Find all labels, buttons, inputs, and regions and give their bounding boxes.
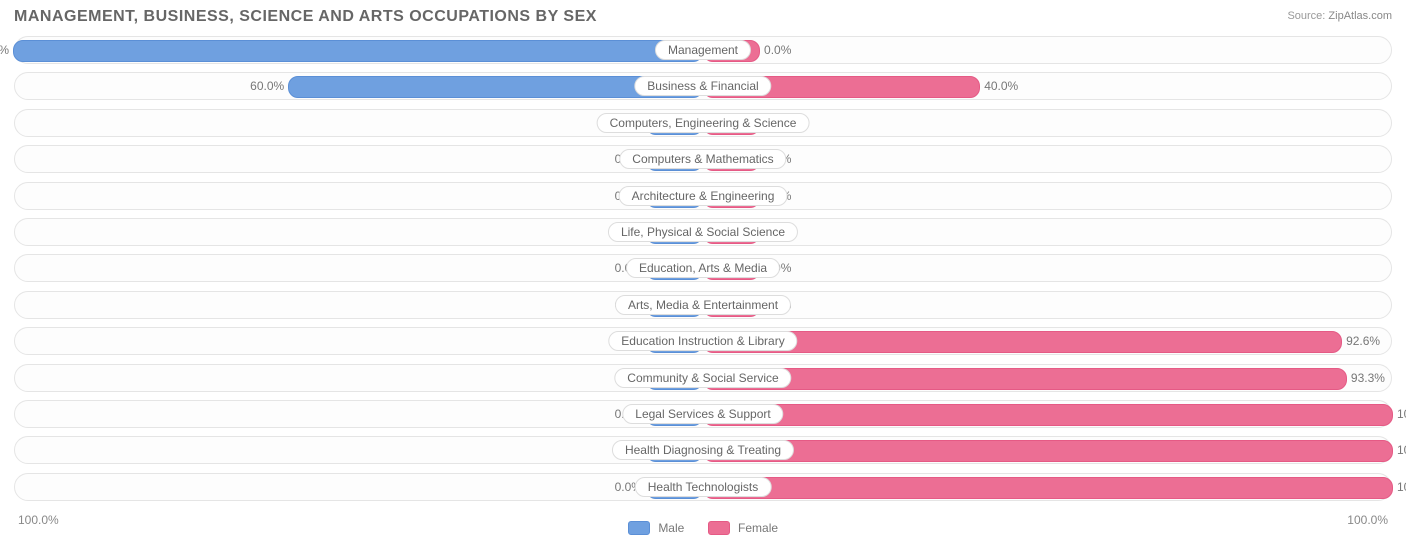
row-track: 0.0%0.0%Computers, Engineering & Science [14, 109, 1392, 137]
bar-female [703, 477, 1393, 499]
row-track: 0.0%0.0%Education, Arts & Media [14, 254, 1392, 282]
row-track: 6.7%93.3%Community & Social Service [14, 364, 1392, 392]
bar-male [13, 40, 703, 62]
row-track: 0.0%100.0%Health Technologists [14, 473, 1392, 501]
category-pill: Architecture & Engineering [619, 186, 788, 206]
row-track: 7.4%92.6%Education Instruction & Library [14, 327, 1392, 355]
value-label-female: 40.0% [978, 73, 1018, 101]
bar-female [703, 440, 1393, 462]
chart-title: MANAGEMENT, BUSINESS, SCIENCE AND ARTS O… [14, 8, 597, 26]
source-label: Source: [1287, 10, 1325, 22]
diverging-bar-chart: MANAGEMENT, BUSINESS, SCIENCE AND ARTS O… [0, 0, 1406, 559]
value-label-female: 0.0% [758, 37, 791, 65]
category-pill: Health Technologists [635, 477, 772, 497]
legend: Male Female [0, 520, 1406, 535]
category-pill: Management [655, 40, 751, 60]
legend-swatch-female [708, 521, 730, 535]
legend-label-female: Female [738, 521, 778, 535]
category-pill: Business & Financial [634, 76, 771, 96]
row-track: 60.0% 40.0% Business & Financial [14, 72, 1392, 100]
rows-area: 100.0%0.0%Management60.0%40.0%Business &… [14, 36, 1392, 509]
category-pill: Arts, Media & Entertainment [615, 295, 791, 315]
bar-female [703, 368, 1347, 390]
row-track: 100.0%0.0%Management [14, 36, 1392, 64]
category-pill: Computers, Engineering & Science [597, 113, 810, 133]
row-track: 0.0%100.0%Legal Services & Support [14, 400, 1392, 428]
row-track: 0.0%100.0%Health Diagnosing & Treating [14, 436, 1392, 464]
category-pill: Legal Services & Support [622, 404, 783, 424]
row-track: 0.0%0.0%Architecture & Engineering [14, 182, 1392, 210]
category-pill: Education Instruction & Library [608, 331, 797, 351]
bar-female [703, 404, 1393, 426]
legend-label-male: Male [658, 521, 684, 535]
value-label-male: 100.0% [0, 37, 15, 65]
value-label-male: 60.0% [250, 73, 290, 101]
category-pill: Education, Arts & Media [626, 258, 780, 278]
row-track: 0.0%0.0%Arts, Media & Entertainment [14, 291, 1392, 319]
value-label-female: 100.0% [1391, 437, 1406, 465]
row-track: 0.0%0.0%Computers & Mathematics [14, 145, 1392, 173]
value-label-female: 93.3% [1345, 365, 1385, 393]
row-track: 0.0%0.0%Life, Physical & Social Science [14, 218, 1392, 246]
value-label-female: 100.0% [1391, 474, 1406, 502]
value-label-female: 92.6% [1340, 328, 1380, 356]
category-pill: Health Diagnosing & Treating [612, 440, 794, 460]
legend-item-female: Female [708, 520, 778, 535]
value-label-female: 100.0% [1391, 401, 1406, 429]
legend-swatch-male [628, 521, 650, 535]
category-pill: Life, Physical & Social Science [608, 222, 798, 242]
source-value: ZipAtlas.com [1328, 10, 1392, 22]
category-pill: Community & Social Service [614, 368, 791, 388]
legend-item-male: Male [628, 520, 684, 535]
chart-source: Source: ZipAtlas.com [1287, 10, 1392, 22]
bar-female [703, 331, 1342, 353]
category-pill: Computers & Mathematics [619, 149, 786, 169]
